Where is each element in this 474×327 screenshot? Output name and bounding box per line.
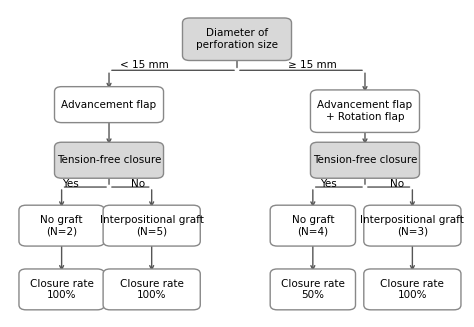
Text: Diameter of
perforation size: Diameter of perforation size [196,28,278,50]
Text: Yes: Yes [62,179,79,189]
FancyBboxPatch shape [19,205,104,246]
Text: Closure rate
100%: Closure rate 100% [120,279,183,300]
FancyBboxPatch shape [270,269,356,310]
FancyBboxPatch shape [19,269,104,310]
Text: No graft
(N=2): No graft (N=2) [40,215,83,236]
Text: ≥ 15 mm: ≥ 15 mm [289,60,337,70]
Text: Closure rate
100%: Closure rate 100% [30,279,93,300]
FancyBboxPatch shape [270,205,356,246]
Text: No: No [390,179,404,189]
Text: No graft
(N=4): No graft (N=4) [292,215,334,236]
FancyBboxPatch shape [310,90,419,132]
FancyBboxPatch shape [103,269,200,310]
FancyBboxPatch shape [55,142,164,178]
FancyBboxPatch shape [364,205,461,246]
Text: No: No [131,179,146,189]
Text: Interpositional graft
(N=3): Interpositional graft (N=3) [360,215,465,236]
Text: Interpositional graft
(N=5): Interpositional graft (N=5) [100,215,204,236]
FancyBboxPatch shape [55,87,164,123]
FancyBboxPatch shape [364,269,461,310]
Text: Closure rate
100%: Closure rate 100% [381,279,444,300]
Text: Advancement flap: Advancement flap [62,100,156,110]
Text: Yes: Yes [320,179,337,189]
Text: Advancement flap
+ Rotation flap: Advancement flap + Rotation flap [318,100,412,122]
FancyBboxPatch shape [310,142,419,178]
Text: Tension-free closure: Tension-free closure [57,155,161,165]
Text: Tension-free closure: Tension-free closure [313,155,417,165]
Text: < 15 mm: < 15 mm [120,60,169,70]
Text: Closure rate
50%: Closure rate 50% [281,279,345,300]
FancyBboxPatch shape [182,18,292,60]
FancyBboxPatch shape [103,205,200,246]
